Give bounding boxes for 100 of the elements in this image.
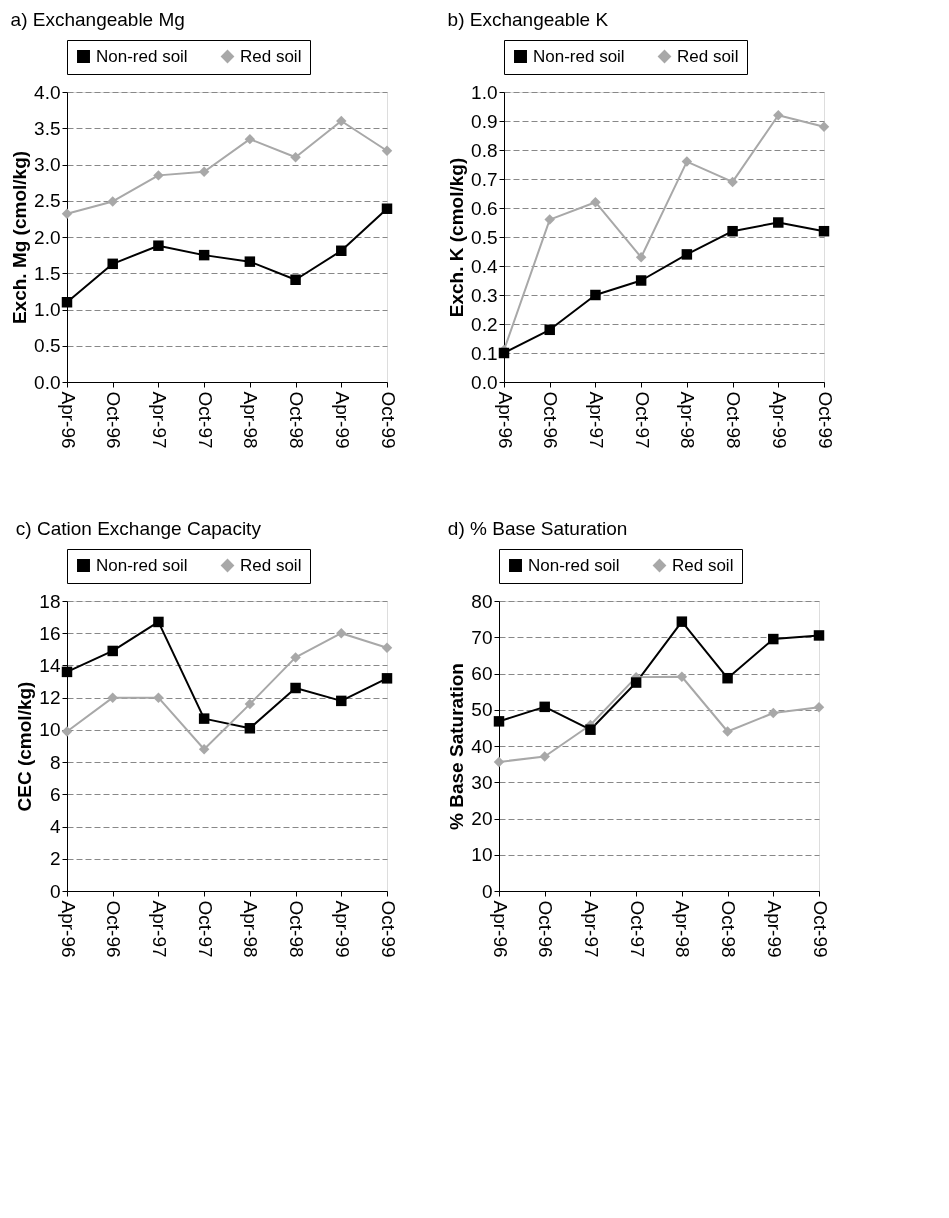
x-tick-label: Apr-98 <box>672 900 694 958</box>
point <box>681 249 693 260</box>
y-tick-label: 2 <box>49 848 61 870</box>
point <box>61 297 73 308</box>
chart-title: b) Exchangeable K <box>447 8 609 30</box>
legend-label: Red soil <box>240 46 302 66</box>
x-tick-label: Oct-97 <box>194 391 216 449</box>
x-tick-label: Oct-99 <box>377 391 399 449</box>
point <box>676 671 688 683</box>
y-tick-label: 10 <box>39 719 61 741</box>
point <box>290 652 301 663</box>
x-tick-label: Apr-96 <box>494 391 516 449</box>
y-tick-label: 1.5 <box>34 262 61 284</box>
legend-label: Non-red soil <box>96 46 188 66</box>
point <box>107 196 118 207</box>
point <box>107 258 118 270</box>
point <box>539 701 550 713</box>
y-tick-label: 50 <box>471 699 493 721</box>
x-tick-label: Oct-99 <box>814 391 836 449</box>
y-tick-label: 2.5 <box>34 190 61 212</box>
point <box>544 324 555 336</box>
point <box>336 245 347 257</box>
y-axis-title: % Base Saturation <box>446 663 468 830</box>
x-tick-label: Apr-96 <box>57 900 79 958</box>
legend-label: Non-red soil <box>528 555 620 575</box>
point <box>818 225 830 237</box>
point <box>198 249 210 261</box>
y-tick-label: 20 <box>471 808 493 829</box>
point <box>590 289 601 301</box>
point <box>493 756 505 768</box>
x-tick-label: Oct-97 <box>194 900 216 958</box>
point <box>381 145 393 156</box>
x-tick-label: Apr-98 <box>677 391 699 449</box>
point <box>244 256 256 267</box>
point <box>813 630 825 641</box>
point <box>336 695 347 707</box>
y-tick-label: 1.0 <box>471 81 498 103</box>
x-tick-label: Oct-97 <box>626 900 648 958</box>
y-tick-label: 0.4 <box>471 255 498 277</box>
x-tick-label: Apr-99 <box>768 391 790 449</box>
point <box>61 726 73 737</box>
x-tick-label: Oct-98 <box>718 900 740 958</box>
chart-title: d) % Base Saturation <box>447 517 628 539</box>
point <box>198 713 210 724</box>
x-tick-label: Oct-96 <box>103 900 125 958</box>
y-tick-label: 0.7 <box>471 168 498 190</box>
point <box>244 133 256 145</box>
y-axis-title: Exch. Mg (cmol/kg) <box>9 150 31 325</box>
chart-title: a) Exchangeable Mg <box>10 8 185 30</box>
point <box>635 252 647 263</box>
point <box>336 627 347 639</box>
x-tick-label: Apr-98 <box>240 900 262 958</box>
point <box>381 642 393 653</box>
y-tick-label: 3.0 <box>34 154 61 175</box>
y-tick-label: 0.2 <box>471 313 498 335</box>
y-tick-label: 0.1 <box>471 342 498 364</box>
point <box>585 724 596 735</box>
y-tick-label: 1.0 <box>34 299 61 320</box>
point <box>722 672 733 684</box>
legend-label: Red soil <box>677 46 739 66</box>
y-tick-label: 0.5 <box>471 226 498 248</box>
y-tick-label: 0 <box>49 880 61 902</box>
x-tick-label: Apr-99 <box>331 391 353 449</box>
legend-label: Red soil <box>240 555 302 575</box>
y-tick-label: 0.0 <box>471 371 498 393</box>
point <box>813 701 825 713</box>
point <box>107 692 118 703</box>
point <box>153 692 164 703</box>
x-tick-label: Oct-96 <box>103 391 125 449</box>
y-tick-label: 16 <box>39 622 61 644</box>
y-tick-label: 0.5 <box>34 335 61 357</box>
x-tick-label: Apr-97 <box>580 900 602 958</box>
point <box>630 677 642 688</box>
point <box>381 673 393 684</box>
point <box>635 275 647 286</box>
y-tick-label: 10 <box>471 844 493 866</box>
y-tick-label: 0.3 <box>471 284 498 306</box>
point <box>336 115 347 127</box>
point <box>722 726 733 737</box>
point <box>544 214 555 225</box>
y-tick-label: 0.6 <box>471 197 498 219</box>
x-tick-label: Oct-96 <box>540 391 562 449</box>
y-tick-label: 0.8 <box>471 139 498 161</box>
y-tick-label: 0 <box>481 880 493 902</box>
x-tick-label: Oct-97 <box>631 391 653 449</box>
x-tick-label: Apr-99 <box>763 900 785 958</box>
legend-label: Non-red soil <box>96 555 188 575</box>
y-tick-label: 40 <box>471 735 493 757</box>
y-tick-label: 4 <box>49 816 61 838</box>
point <box>773 109 784 121</box>
chart-title: c) Cation Exchange Capacity <box>15 517 262 539</box>
y-tick-label: 4.0 <box>34 81 61 103</box>
point <box>61 666 73 678</box>
y-tick-label: 12 <box>39 687 61 709</box>
y-tick-label: 30 <box>471 771 493 793</box>
point <box>681 156 693 167</box>
point <box>61 208 73 220</box>
y-tick-label: 18 <box>39 590 61 612</box>
point <box>153 616 164 628</box>
x-tick-label: Oct-99 <box>809 900 831 958</box>
